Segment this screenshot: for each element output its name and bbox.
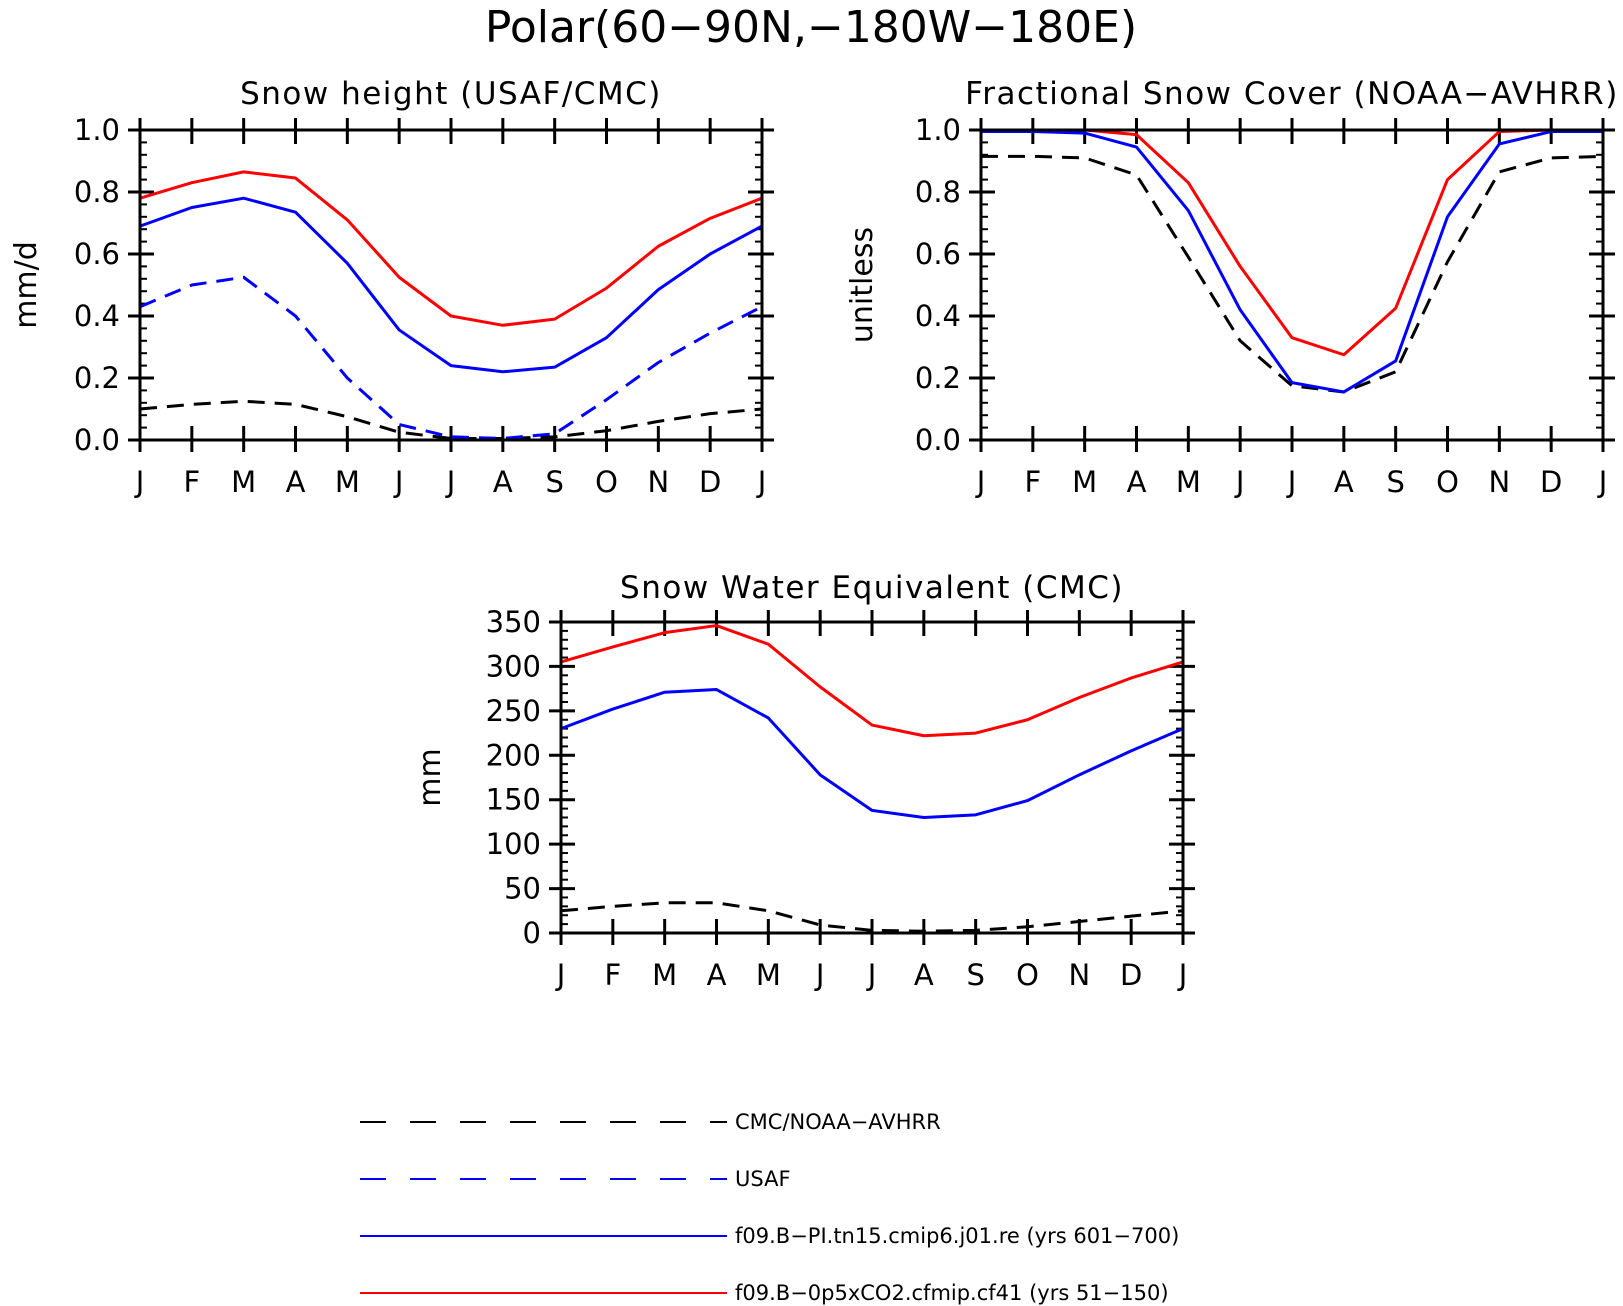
x-tick-label: M	[756, 958, 781, 992]
legend-item: CMC/NOAA−AVHRR	[360, 1110, 941, 1134]
x-tick-label: M	[1176, 465, 1201, 499]
x-tick-label: J	[1597, 465, 1608, 499]
x-tick-label: J	[756, 465, 767, 499]
y-tick-label: 0.8	[74, 175, 120, 209]
legend-item: USAF	[360, 1167, 791, 1191]
y-tick-label: 150	[486, 783, 541, 817]
y-tick-label: 0.2	[74, 361, 120, 395]
y-tick-label: 0.4	[915, 299, 961, 333]
x-tick-label: N	[647, 465, 669, 499]
x-tick-label: D	[1540, 465, 1562, 499]
x-tick-label: A	[707, 958, 727, 992]
x-tick-label: A	[1127, 465, 1147, 499]
series-line-dashed-black	[139, 399, 763, 440]
x-tick-label: J	[134, 465, 145, 499]
chart-panel-3: Snow Water Equivalent (CMC) mm 0 50 100 150 20…	[413, 570, 1195, 992]
y-tick-label: 0.4	[74, 299, 120, 333]
legend-label: f09.B−PI.tn15.cmip6.j01.re (yrs 601−700)	[735, 1224, 1179, 1248]
panel-title: Snow Water Equivalent (CMC)	[620, 570, 1124, 606]
x-tick-label: A	[493, 465, 513, 499]
x-tick-label: M	[335, 465, 360, 499]
x-tick-label: O	[1016, 958, 1039, 992]
y-tick-label: 1.0	[74, 113, 120, 147]
x-tick-label: D	[699, 465, 721, 499]
x-tick-label: J	[555, 958, 566, 992]
y-tick-label: 0.8	[915, 175, 961, 209]
legend-item: f09.B−PI.tn15.cmip6.j01.re (yrs 601−700)	[360, 1224, 1179, 1248]
series-line-solid-blue	[139, 196, 763, 374]
y-axis-label: unitless	[845, 227, 880, 343]
y-tick-label: 350	[486, 605, 541, 639]
x-tick-label: J	[393, 465, 404, 499]
x-tick-label: N	[1488, 465, 1510, 499]
x-tick-label: F	[604, 958, 621, 992]
y-tick-label: 1.0	[915, 113, 961, 147]
y-tick-label: 0.6	[74, 237, 120, 271]
x-tick-label: J	[814, 958, 825, 992]
plot-frame	[138, 128, 764, 442]
series-line-solid-red	[560, 624, 1184, 738]
panel-title: Snow height (USAF/CMC)	[240, 76, 662, 112]
x-tick-label: J	[1177, 958, 1188, 992]
x-tick-label: F	[1024, 465, 1041, 499]
series-line-dashed-blue	[139, 275, 763, 440]
y-axis-label: mm/d	[9, 241, 44, 329]
y-tick-label: 50	[504, 872, 541, 906]
series-line-solid-red	[139, 170, 763, 327]
x-tick-label: J	[866, 958, 877, 992]
x-tick-label: S	[545, 465, 563, 499]
page-title: Polar(60−90N,−180W−180E)	[485, 2, 1137, 53]
legend-item: f09.B−0p5xCO2.cfmip.cf41 (yrs 51−150)	[360, 1281, 1169, 1305]
x-tick-label: J	[445, 465, 456, 499]
plot-frame	[559, 620, 1185, 935]
plot-frame	[979, 128, 1605, 442]
x-tick-label: D	[1120, 958, 1142, 992]
series-line-solid-blue	[981, 130, 1603, 394]
series-line-solid-blue	[560, 688, 1184, 819]
y-tick-label: 300	[486, 649, 541, 683]
x-tick-label: M	[231, 465, 256, 499]
x-tick-label: J	[975, 465, 986, 499]
legend: CMC/NOAA−AVHRR USAF f09.B−PI.tn15.cmip6.j0…	[360, 1110, 1179, 1305]
y-tick-label: 0.0	[74, 423, 120, 457]
x-tick-label: O	[595, 465, 618, 499]
y-tick-label: 0.0	[915, 423, 961, 457]
x-tick-label: S	[1386, 465, 1404, 499]
panels-group: Snow height (USAF/CMC) mm/d 0.0 0.2 0.4 0.6 0.…	[9, 76, 1619, 992]
y-tick-label: 0.2	[915, 361, 961, 395]
y-tick-label: 100	[486, 827, 541, 861]
x-tick-label: J	[1286, 465, 1297, 499]
series-line-dashed-black	[981, 154, 1604, 394]
panel-title: Fractional Snow Cover (NOAA−AVHRR)	[965, 76, 1619, 112]
legend-label: CMC/NOAA−AVHRR	[735, 1110, 941, 1134]
series-line-dashed-black	[560, 901, 1184, 933]
x-tick-label: A	[914, 958, 934, 992]
legend-label: f09.B−0p5xCO2.cfmip.cf41 (yrs 51−150)	[735, 1281, 1169, 1305]
x-tick-label: F	[183, 465, 200, 499]
x-tick-label: M	[652, 958, 677, 992]
y-axis-label: mm	[413, 748, 448, 806]
chart-panel-1: Snow height (USAF/CMC) mm/d 0.0 0.2 0.4 0.6 0.…	[9, 76, 774, 499]
x-tick-label: O	[1436, 465, 1459, 499]
series-line-solid-red	[981, 128, 1603, 357]
y-tick-label: 0.6	[915, 237, 961, 271]
y-tick-label: 0	[523, 916, 541, 950]
x-tick-label: S	[966, 958, 984, 992]
legend-label: USAF	[735, 1167, 791, 1191]
y-tick-label: 200	[486, 738, 541, 772]
x-tick-label: A	[286, 465, 306, 499]
x-tick-label: A	[1334, 465, 1354, 499]
x-tick-label: M	[1072, 465, 1097, 499]
x-tick-label: N	[1068, 958, 1090, 992]
x-tick-label: J	[1234, 465, 1245, 499]
chart-panel-2: Fractional Snow Cover (NOAA−AVHRR) unitle…	[845, 76, 1619, 499]
y-tick-label: 250	[486, 694, 541, 728]
